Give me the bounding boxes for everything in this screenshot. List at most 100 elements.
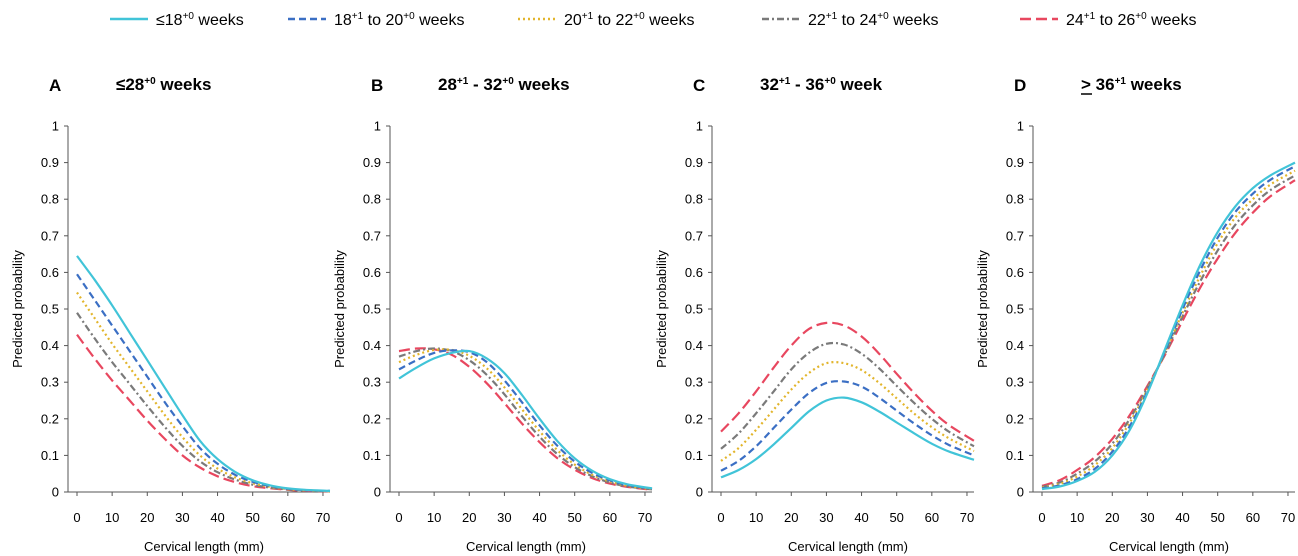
x-tick-label: 30 <box>819 510 833 525</box>
text-run: weeks <box>1126 75 1182 94</box>
text-run: weeks <box>1147 12 1197 29</box>
panel-title: ≤28+0 weeks <box>116 75 211 94</box>
y-tick-label: 0.9 <box>41 155 59 170</box>
series-line-4 <box>398 347 653 491</box>
series-line-3 <box>720 361 975 462</box>
legend-item: 24+1 to 26+0 weeks <box>1020 11 1196 29</box>
x-tick-label: 0 <box>73 510 80 525</box>
legend-item: ≤18+0 weeks <box>110 11 244 29</box>
y-tick-label: 0.9 <box>1006 155 1024 170</box>
x-tick-label: 40 <box>210 510 224 525</box>
panel-title: 32+1 - 36+0 week <box>760 75 883 94</box>
y-tick-label: 0.7 <box>41 228 59 243</box>
text-run: 24 <box>1066 12 1084 29</box>
y-tick-label: 0.4 <box>1006 338 1024 353</box>
y-tick-label: 0.6 <box>41 265 59 280</box>
chart-panels: A ≤28+0 weeks00.10.20.30.40.50.60.70.80.9… <box>10 75 1296 554</box>
x-tick-label: 20 <box>1105 510 1119 525</box>
y-tick-label: 0.7 <box>1006 228 1024 243</box>
y-tick-label: 0.1 <box>41 448 59 463</box>
series-line-5 <box>398 347 653 491</box>
y-tick-label: 1 <box>374 119 381 134</box>
x-tick-label: 50 <box>245 510 259 525</box>
series-line-3 <box>76 291 331 493</box>
x-axis-title: Cervical length (mm) <box>788 539 908 554</box>
superscript: +0 <box>824 76 836 87</box>
x-tick-label: 0 <box>717 510 724 525</box>
panel-letter: B <box>371 76 383 95</box>
x-tick-label: 0 <box>395 510 402 525</box>
series-line-2 <box>76 273 331 492</box>
y-tick-label: 0 <box>374 485 381 500</box>
legend-item: 18+1 to 20+0 weeks <box>288 11 464 29</box>
legend-item: 20+1 to 22+0 weeks <box>518 11 694 29</box>
y-tick-label: 0.8 <box>363 192 381 207</box>
x-tick-label: 60 <box>281 510 295 525</box>
superscript: +0 <box>183 11 195 22</box>
panel-title: > 36+1 weeks <box>1081 75 1182 94</box>
y-tick-label: 0.1 <box>685 448 703 463</box>
y-tick-label: 0.7 <box>685 228 703 243</box>
series-line-5 <box>76 333 331 493</box>
x-tick-label: 10 <box>105 510 119 525</box>
y-tick-label: 0.1 <box>363 448 381 463</box>
y-tick-label: 0.9 <box>363 155 381 170</box>
y-tick-label: 0.5 <box>363 302 381 317</box>
x-tick-label: 0 <box>1038 510 1045 525</box>
y-tick-label: 0.2 <box>1006 411 1024 426</box>
y-tick-label: 0.8 <box>1006 192 1024 207</box>
x-tick-label: 50 <box>1210 510 1224 525</box>
text-run: weeks <box>194 12 244 29</box>
y-tick-label: 0.4 <box>363 338 381 353</box>
series-line-1 <box>720 396 975 479</box>
chart-panel-d: D > 36+1 weeks 0 0.1 0.2 0.3 0.4 0.5 0.6 0.7 0.8 0.… <box>975 75 1296 554</box>
text-run: 22 <box>808 12 826 29</box>
panel-letter: D <box>1014 76 1026 95</box>
series-line-4 <box>76 312 331 493</box>
x-tick-label: 20 <box>140 510 154 525</box>
x-tick-label: 50 <box>889 510 903 525</box>
text-run: to 22 <box>593 12 633 29</box>
chart-panel-c: C 32+1 - 36+0 week 0 0.1 0.2 0.3 0.4 0.5 0.6 0.7 0… <box>654 75 975 554</box>
y-tick-label: 0 <box>52 485 59 500</box>
y-tick-label: 0.4 <box>685 338 703 353</box>
text-run: 32 <box>760 75 779 94</box>
x-tick-label: 70 <box>316 510 330 525</box>
superscript: +0 <box>633 11 645 22</box>
y-tick-label: 0.1 <box>1006 448 1024 463</box>
y-tick-label: 0.5 <box>41 302 59 317</box>
y-tick-label: 0.6 <box>685 265 703 280</box>
x-tick-label: 10 <box>749 510 763 525</box>
x-tick-label: 40 <box>854 510 868 525</box>
x-tick-label: 20 <box>462 510 476 525</box>
text-run: ≤28 <box>116 75 144 94</box>
chart-panel-b: B 28+1 - 32+0 weeks 0 0.1 0.2 0.3 0.4 0.5 0.6 0.7… <box>332 75 652 554</box>
y-axis-title: Predicted probability <box>654 250 669 368</box>
y-tick-label: 1 <box>696 119 703 134</box>
superscript: +1 <box>352 11 364 22</box>
text-run: weeks <box>156 75 212 94</box>
superscript: +1 <box>582 11 594 22</box>
text-run: - 32 <box>468 75 502 94</box>
x-tick-label: 30 <box>175 510 189 525</box>
text-run: weeks <box>514 75 570 94</box>
y-tick-label: 0.8 <box>685 192 703 207</box>
y-tick-label: 0.3 <box>685 375 703 390</box>
y-tick-label: 1 <box>52 119 59 134</box>
superscript: +1 <box>779 76 791 87</box>
y-tick-label: 0.8 <box>41 192 59 207</box>
y-tick-label: 0.4 <box>41 338 59 353</box>
superscript: +1 <box>1115 76 1127 87</box>
x-axis-title: Cervical length (mm) <box>1109 539 1229 554</box>
x-tick-label: 40 <box>1175 510 1189 525</box>
series-line-2 <box>720 380 975 472</box>
text-run: to 24 <box>837 12 877 29</box>
x-tick-label: 20 <box>784 510 798 525</box>
series-line-5 <box>1041 179 1296 487</box>
series-line-2 <box>398 349 653 490</box>
y-tick-label: 0.3 <box>1006 375 1024 390</box>
y-tick-label: 0 <box>696 485 703 500</box>
x-tick-label: 30 <box>1140 510 1154 525</box>
y-tick-label: 0.6 <box>1006 265 1024 280</box>
